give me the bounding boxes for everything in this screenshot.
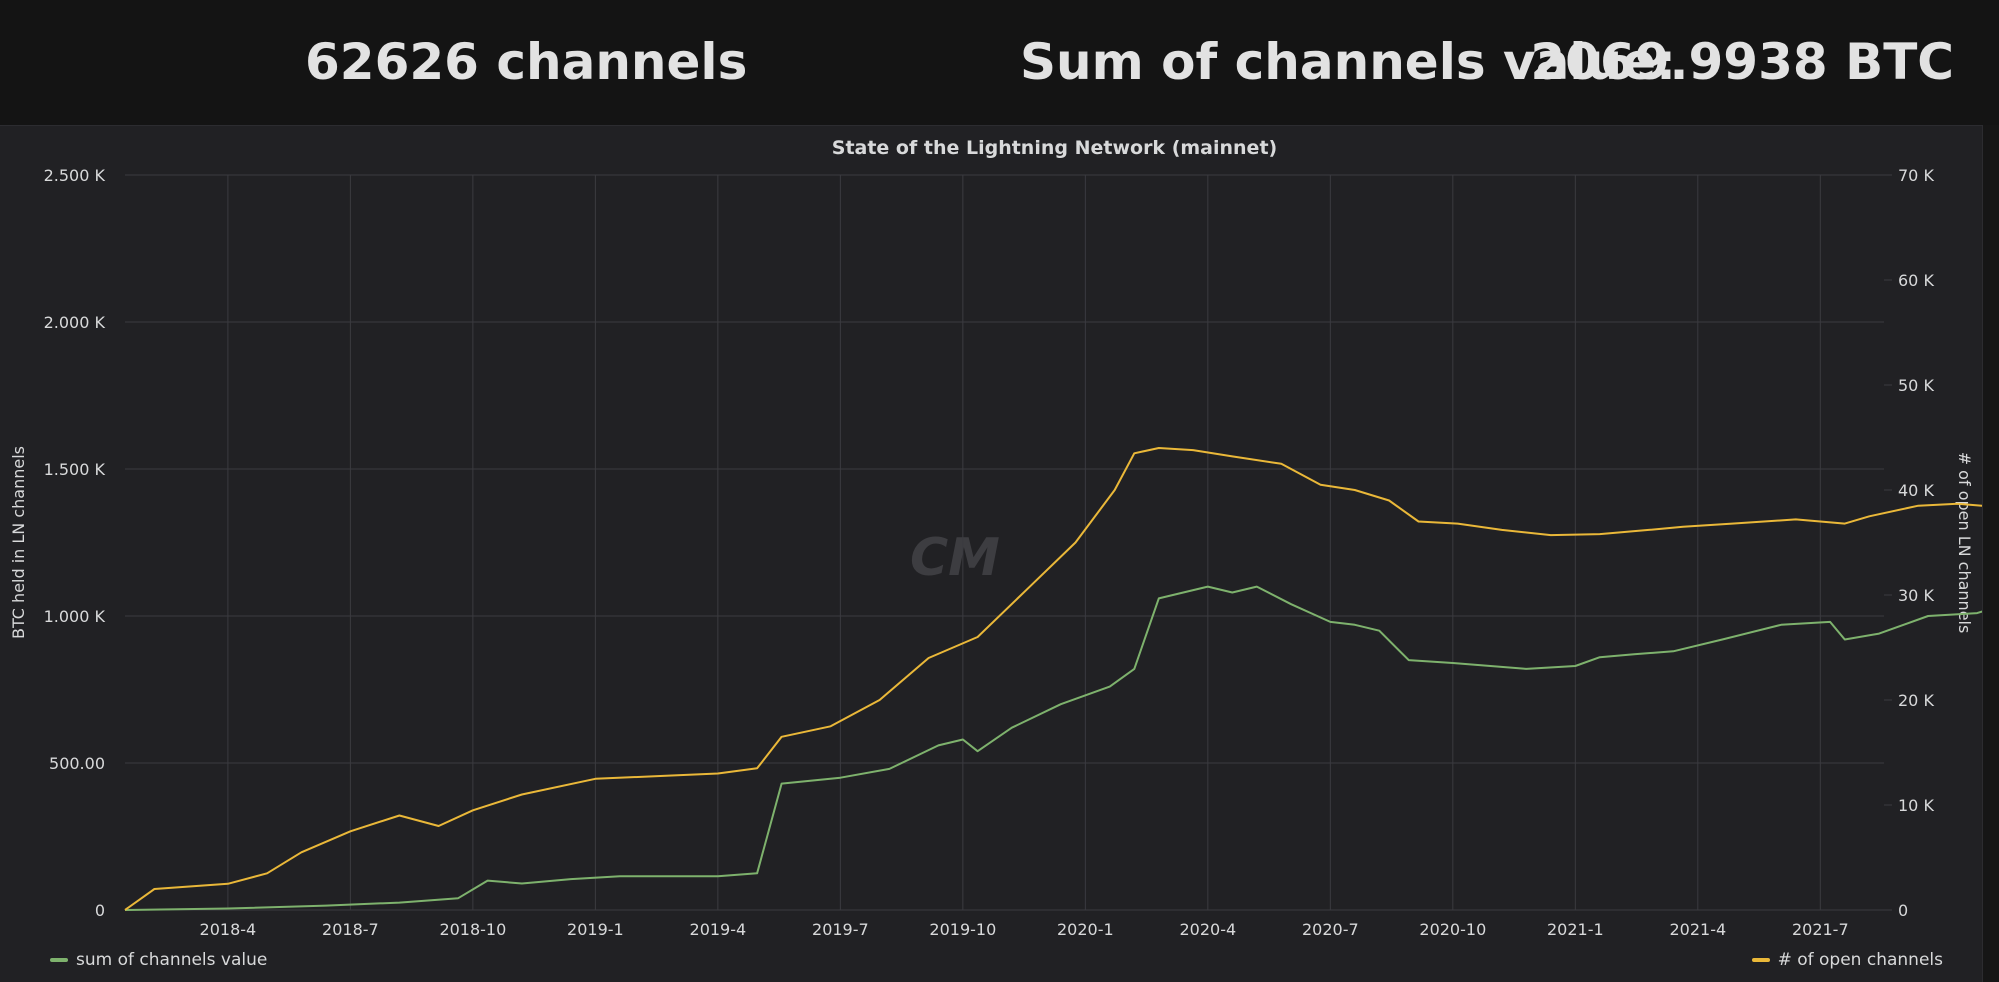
x-tick-label: 2019-1: [567, 920, 624, 939]
series-line-open-channels: [124, 447, 1982, 911]
x-tick-label: 2020-1: [1057, 920, 1114, 939]
y-right-tick-label: 20 K: [1898, 691, 1934, 710]
y-left-tick-label: 2.000 K: [44, 313, 106, 332]
y-right-tick-label: 40 K: [1898, 481, 1934, 500]
y-right-tick-label: 0: [1898, 901, 1908, 920]
y-left-tick-label: 500.00: [49, 754, 105, 773]
x-tick-label: 2021-7: [1792, 920, 1849, 939]
chart-title: State of the Lightning Network (mainnet): [832, 137, 1277, 159]
y-left-axis-title: BTC held in LN channels: [9, 446, 28, 639]
x-tick-label: 2018-7: [322, 920, 379, 939]
lightning-network-chart: State of the Lightning Network (mainnet)…: [9, 137, 1982, 939]
x-tick-label: 2020-10: [1419, 920, 1486, 939]
legend-swatch-sum: [50, 958, 68, 962]
stats-bar: 62626 channels Sum of channels value: 20…: [0, 0, 1999, 125]
y-left-tick-label: 2.500 K: [44, 166, 106, 185]
x-tick-label: 2021-4: [1669, 920, 1726, 939]
legend-label-open: # of open channels: [1777, 950, 1943, 970]
y-left-tick-label: 1.000 K: [44, 607, 106, 626]
sum-value-label: Sum of channels value:: [1020, 33, 1676, 91]
channels-count-stat: 62626 channels: [305, 33, 748, 91]
watermark-logo: CM: [910, 528, 1000, 588]
legend-label-sum: sum of channels value: [76, 950, 268, 970]
x-tick-label: 2021-1: [1547, 920, 1604, 939]
x-tick-label: 2020-4: [1180, 920, 1237, 939]
x-tick-label: 2018-4: [200, 920, 257, 939]
y-left-tick-label: 0: [95, 901, 105, 920]
y-right-tick-label: 30 K: [1898, 586, 1934, 605]
x-tick-label: 2018-10: [439, 920, 506, 939]
y-right-tick-label: 70 K: [1898, 166, 1934, 185]
y-right-tick-label: 50 K: [1898, 376, 1934, 395]
y-right-axis-title: # of open LN channels: [1955, 452, 1974, 634]
x-tick-label: 2019-7: [812, 920, 869, 939]
y-left-tick-label: 1.500 K: [44, 460, 106, 479]
sum-value-stat: 2069.9938 BTC: [1530, 33, 1954, 91]
legend-swatch-open: [1751, 958, 1770, 962]
series-line-sum-of-channels-value: [124, 585, 1982, 911]
legend-item-open-channels[interactable]: # of open channels: [1751, 950, 1943, 970]
x-tick-label: 2019-10: [929, 920, 996, 939]
x-tick-label: 2020-7: [1302, 920, 1359, 939]
y-right-tick-label: 10 K: [1898, 796, 1934, 815]
y-right-tick-label: 60 K: [1898, 271, 1934, 290]
legend-item-sum-of-channels-value[interactable]: sum of channels value: [50, 950, 267, 970]
x-tick-label: 2019-4: [690, 920, 747, 939]
